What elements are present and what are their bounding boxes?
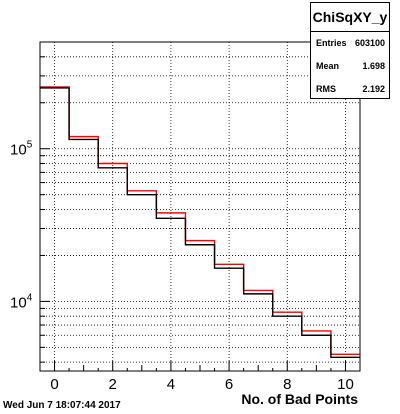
x-tick-label: 2 — [109, 376, 117, 393]
stats-row-entries: Entries 603100 — [311, 32, 389, 55]
x-tick-label: 6 — [225, 376, 233, 393]
stats-value: 2.192 — [362, 84, 385, 94]
x-tick-label: 4 — [167, 376, 175, 393]
histogram-series — [40, 86, 360, 359]
x-axis-label: No. of Bad Points — [241, 391, 358, 407]
stats-row-mean: Mean 1.698 — [311, 55, 389, 78]
stats-row-rms: RMS 2.192 — [311, 78, 389, 101]
stats-key: Entries — [316, 38, 347, 48]
stats-title: ChiSqXY_y — [311, 3, 389, 32]
y-tick-label: 105 — [10, 140, 33, 159]
y-tick-label: 104 — [10, 292, 33, 311]
histogram-line-series-2 — [40, 86, 360, 356]
stats-box: ChiSqXY_y Entries 603100 Mean 1.698 RMS … — [310, 2, 390, 99]
stats-key: RMS — [316, 84, 336, 94]
stats-value: 1.698 — [362, 61, 385, 71]
x-tick-label: 10 — [337, 376, 354, 393]
x-tick-label: 0 — [50, 376, 58, 393]
stats-value: 603100 — [354, 38, 385, 48]
timestamp: Wed Jun 7 18:07:44 2017 — [3, 400, 121, 411]
x-tick-label: 8 — [283, 376, 291, 393]
x-axis-ticks: 0 2 4 6 8 10 — [39, 361, 361, 393]
stats-key: Mean — [316, 61, 340, 71]
y-axis-ticks: 104 105 — [10, 41, 50, 363]
histogram-line-series-1 — [40, 87, 360, 359]
